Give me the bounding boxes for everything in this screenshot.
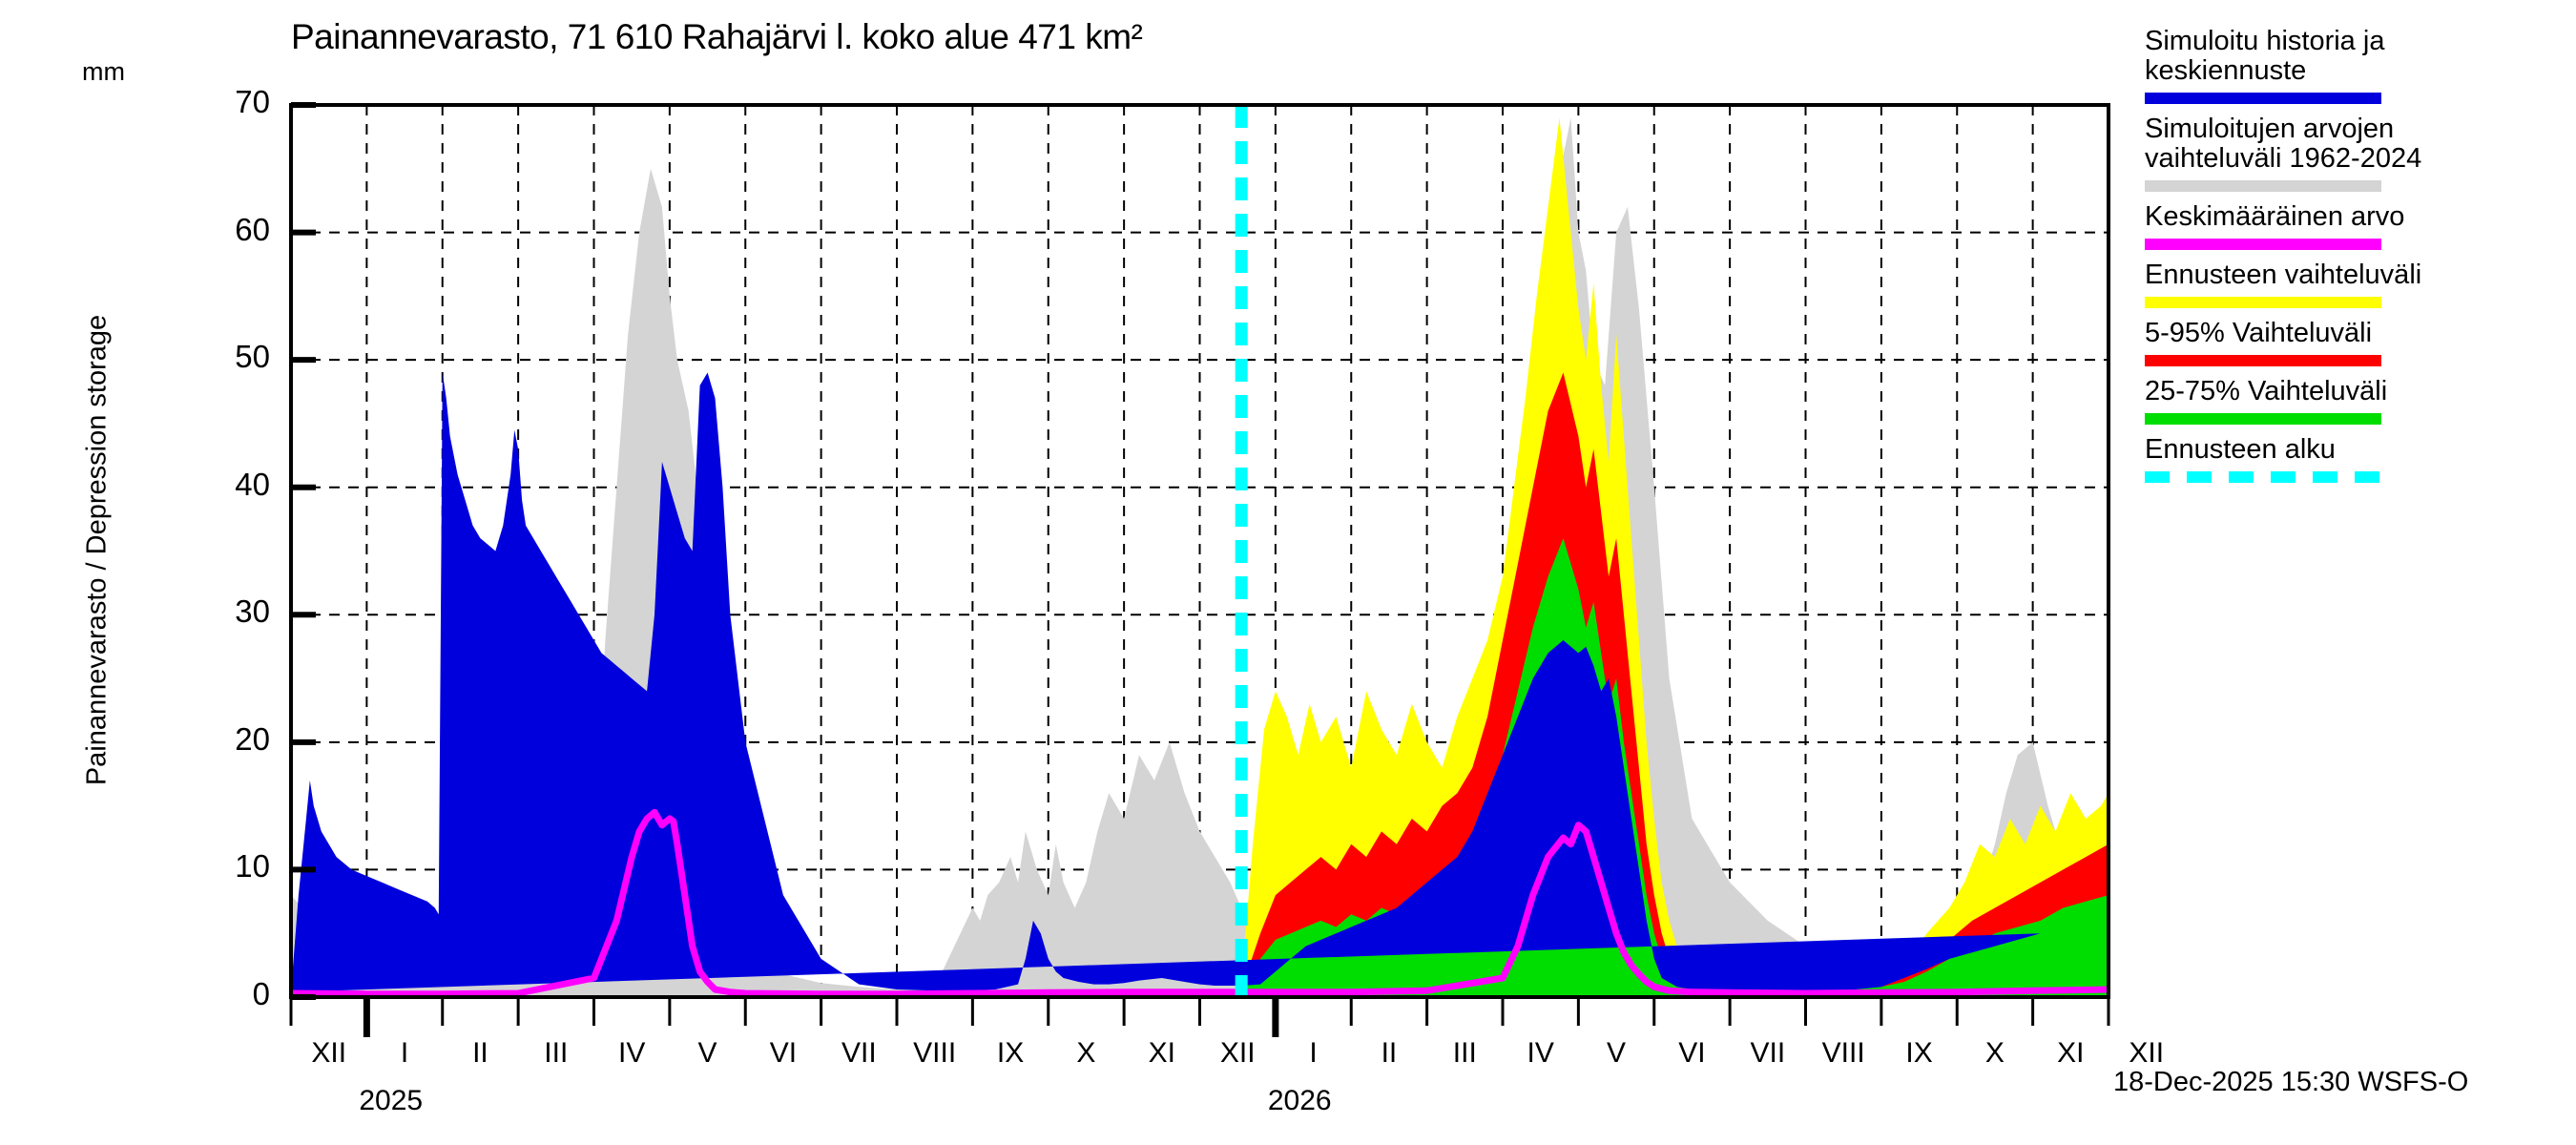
x-tick-label: II — [472, 1037, 488, 1069]
y-axis-unit: mm — [82, 57, 125, 86]
legend-swatch-simulated-history — [2145, 93, 2381, 105]
legend-label: Simuloitujen arvojen vaihteluväli 1962-2… — [2145, 114, 2422, 175]
x-tick-label: I — [1309, 1037, 1318, 1069]
x-tick-label: XI — [1148, 1037, 1175, 1069]
y-tick-label: 60 — [235, 211, 270, 247]
legend-item-range-5-95: 5-95% Vaihteluväli — [2145, 318, 2565, 367]
x-tick-label: V — [697, 1037, 717, 1069]
y-tick-label: 10 — [235, 848, 270, 885]
legend-item-forecast-start: Ennusteen alku — [2145, 434, 2565, 484]
x-tick-label: XII — [2129, 1037, 2165, 1069]
legend-item-simulated-range: Simuloitujen arvojen vaihteluväli 1962-2… — [2145, 114, 2565, 193]
x-tick-label: VI — [769, 1037, 798, 1069]
x-tick-label: IX — [996, 1037, 1025, 1069]
x-axis-year-label: 2026 — [1267, 1085, 1332, 1116]
legend-label: Ennusteen alku — [2145, 434, 2336, 466]
axis-lines — [289, 102, 2110, 1037]
legend-label: 25-75% Vaihteluväli — [2145, 376, 2388, 407]
y-tick-label: 0 — [252, 976, 270, 1011]
x-tick-label: IV — [1527, 1037, 1554, 1069]
x-tick-label: V — [1607, 1037, 1627, 1069]
legend-swatch-range-5-95 — [2145, 355, 2381, 367]
x-axis-year-label: 2025 — [359, 1085, 424, 1116]
y-tick-label: 70 — [235, 84, 270, 119]
legend-swatch-mean-value — [2145, 239, 2381, 251]
data-series-layer — [290, 105, 2109, 998]
y-tick-label: 30 — [235, 593, 270, 630]
legend-item-simulated-history: Simuloitu historia ja keskiennuste — [2145, 26, 2565, 105]
x-tick-label: VIII — [913, 1037, 957, 1069]
legend-label: Ennusteen vaihteluväli — [2145, 260, 2422, 291]
y-tick-label: 40 — [235, 466, 270, 502]
page-title: Painannevarasto, 71 610 Rahajärvi l. kok… — [291, 17, 1143, 56]
x-tick-label: XII — [1219, 1037, 1256, 1069]
x-tick-label: II — [1381, 1037, 1398, 1069]
x-tick-label: IV — [618, 1037, 646, 1069]
legend-swatch-simulated-range — [2145, 180, 2381, 193]
legend-item-mean-value: Keskimääräinen arvo — [2145, 201, 2565, 251]
legend-swatch-forecast-range — [2145, 297, 2381, 309]
legend-item-range-25-75: 25-75% Vaihteluväli — [2145, 376, 2565, 426]
y-axis-label: Painannevarasto / Depression storage — [81, 314, 113, 786]
timestamp-label: 18-Dec-2025 15:30 WSFS-O — [2113, 1067, 2469, 1097]
legend-swatch-forecast-start — [2145, 471, 2381, 484]
x-tick-label: X — [1984, 1037, 2005, 1069]
x-tick-label: I — [400, 1037, 409, 1069]
x-tick-label: VIII — [1821, 1037, 1865, 1069]
legend-label: 5-95% Vaihteluväli — [2145, 318, 2373, 349]
x-tick-label: III — [544, 1037, 569, 1069]
x-tick-label: XI — [2057, 1037, 2085, 1069]
x-tick-label: VII — [1750, 1037, 1786, 1069]
legend-label: Keskimääräinen arvo — [2145, 201, 2405, 233]
x-tick-label: XII — [311, 1037, 347, 1069]
x-tick-label: IX — [1905, 1037, 1933, 1069]
chart-legend: Simuloitu historia ja keskiennuste Simulo… — [2145, 26, 2565, 493]
y-tick-label: 50 — [235, 339, 270, 375]
x-tick-label: VI — [1678, 1037, 1706, 1069]
x-tick-label: VII — [841, 1037, 877, 1069]
y-tick-label: 20 — [235, 720, 270, 757]
legend-label: Simuloitu historia ja keskiennuste — [2145, 26, 2385, 87]
x-tick-label: III — [1452, 1037, 1477, 1069]
legend-item-forecast-range: Ennusteen vaihteluväli — [2145, 260, 2565, 309]
legend-swatch-range-25-75 — [2145, 413, 2381, 426]
x-tick-label: X — [1076, 1037, 1096, 1069]
